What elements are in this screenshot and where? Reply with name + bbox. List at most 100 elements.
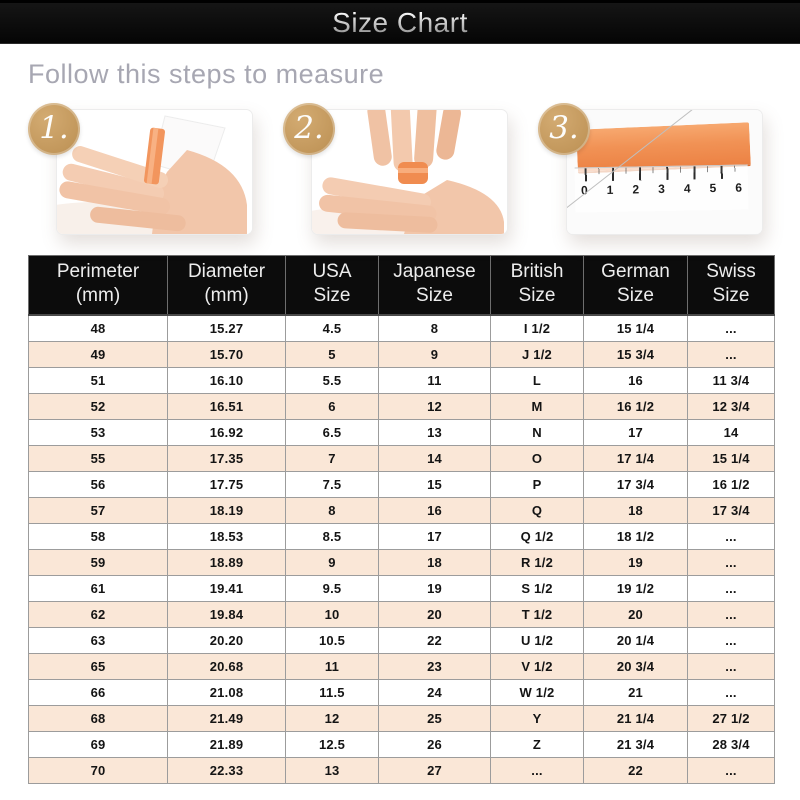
table-cell: 8 — [285, 496, 379, 524]
table-cell: 21 3/4 — [583, 730, 688, 758]
table-cell: ... — [687, 678, 775, 706]
table-cell: 70 — [28, 756, 168, 784]
step-1-photo — [56, 109, 253, 235]
table-cell: 20 — [583, 600, 688, 628]
column-header: USA Size — [285, 254, 379, 316]
column-header: Perimeter (mm) — [28, 254, 168, 316]
table-cell: 18 — [378, 548, 491, 576]
table-cell: ... — [687, 756, 775, 784]
column-header: Swiss Size — [687, 254, 775, 316]
ruler-number: 3 — [658, 181, 665, 197]
table-cell: 20.20 — [167, 626, 286, 654]
table-cell: N — [490, 418, 584, 446]
table-cell: 13 — [285, 756, 379, 784]
table-cell: 20 — [378, 600, 491, 628]
table-cell: 52 — [28, 392, 168, 420]
table-cell: 11 3/4 — [687, 366, 775, 394]
table-cell: Q — [490, 496, 584, 524]
table-cell: 10.5 — [285, 626, 379, 654]
table-cell: 11.5 — [285, 678, 379, 706]
header-row: Perimeter (mm) Diameter (mm) USA Size Japanese… — [28, 254, 775, 316]
table-cell: ... — [687, 548, 775, 576]
table-row: 65 20.68 11 23 V 1/2 20 3/4... — [28, 652, 775, 680]
table-row: 70 22.33 13 27... 22... — [28, 756, 775, 784]
table-cell: 61 — [28, 574, 168, 602]
mark-ribbon-illustration — [312, 110, 507, 234]
table-cell: ... — [687, 522, 775, 550]
table-cell: 17.35 — [167, 444, 286, 472]
table-cell: 12 3/4 — [687, 392, 775, 420]
table-cell: 9.5 — [285, 574, 379, 602]
table-cell: 15 3/4 — [583, 340, 688, 368]
table-cell: P — [490, 470, 584, 498]
table-cell: 66 — [28, 678, 168, 706]
step-1-badge: 1. — [28, 103, 80, 155]
table-cell: 59 — [28, 548, 168, 576]
table-cell: 6 — [285, 392, 379, 420]
table-cell: 16.10 — [167, 366, 286, 394]
table-cell: 5 — [285, 340, 379, 368]
table-cell: 15 1/4 — [687, 444, 775, 472]
table-cell: 7.5 — [285, 470, 379, 498]
page-title: Size Chart — [332, 7, 468, 38]
table-cell: 25 — [378, 704, 491, 732]
table-cell: 17 1/4 — [583, 444, 688, 472]
table-cell: U 1/2 — [490, 626, 584, 654]
size-table: Perimeter (mm) Diameter (mm) USA Size Japanese… — [28, 254, 775, 784]
table-cell: ... — [687, 314, 775, 342]
table-cell: 18.19 — [167, 496, 286, 524]
size-table-body: 48 15.27 4.5 8 I 1/2 15 1/4... 49 15.70 5 9 J 1/2 1… — [28, 314, 775, 784]
table-cell: S 1/2 — [490, 574, 584, 602]
table-row: 57 18.19 8 16 Q 18 17 3/4 — [28, 496, 775, 524]
table-cell: ... — [687, 652, 775, 680]
table-cell: 21.08 — [167, 678, 286, 706]
table-cell: 22 — [378, 626, 491, 654]
column-header: Diameter (mm) — [167, 254, 286, 316]
table-cell: 28 3/4 — [687, 730, 775, 758]
table-cell: L — [490, 366, 584, 394]
table-cell: 16 — [378, 496, 491, 524]
table-cell: 9 — [378, 340, 491, 368]
step-3-number: 3. — [549, 109, 579, 146]
table-cell: ... — [687, 574, 775, 602]
table-cell: 15 — [378, 470, 491, 498]
table-cell: 20 3/4 — [583, 652, 688, 680]
table-cell: 14 — [687, 418, 775, 446]
table-cell: ... — [490, 756, 584, 784]
table-cell: W 1/2 — [490, 678, 584, 706]
table-cell: 12 — [378, 392, 491, 420]
table-cell: 15.70 — [167, 340, 286, 368]
table-cell: 9 — [285, 548, 379, 576]
table-cell: 27 1/2 — [687, 704, 775, 732]
table-cell: 22 — [583, 756, 688, 784]
table-cell: 62 — [28, 600, 168, 628]
table-cell: ... — [687, 626, 775, 654]
table-cell: Z — [490, 730, 584, 758]
table-row: 48 15.27 4.5 8 I 1/2 15 1/4... — [28, 314, 775, 342]
table-cell: 57 — [28, 496, 168, 524]
step-2: 2. — [283, 101, 508, 241]
table-row: 69 21.89 12.5 26 Z 21 3/4 28 3/4 — [28, 730, 775, 758]
table-row: 63 20.20 10.5 22 U 1/2 20 1/4... — [28, 626, 775, 654]
table-cell: 19 — [378, 574, 491, 602]
table-cell: 19.84 — [167, 600, 286, 628]
table-cell: R 1/2 — [490, 548, 584, 576]
table-row: 62 19.84 10 20 T 1/2 20... — [28, 600, 775, 628]
table-cell: 20.68 — [167, 652, 286, 680]
table-cell: 58 — [28, 522, 168, 550]
table-cell: 11 — [285, 652, 379, 680]
table-cell: 26 — [378, 730, 491, 758]
table-cell: 21.89 — [167, 730, 286, 758]
table-cell: 10 — [285, 600, 379, 628]
table-cell: 18 — [583, 496, 688, 524]
table-cell: 19 — [583, 548, 688, 576]
step-1-number: 1. — [39, 109, 69, 146]
table-cell: ... — [687, 340, 775, 368]
table-cell: 21 1/4 — [583, 704, 688, 732]
measure-steps: 1. — [0, 89, 800, 241]
table-cell: 16.92 — [167, 418, 286, 446]
table-cell: 55 — [28, 444, 168, 472]
table-row: 61 19.41 9.5 19 S 1/2 19 1/2... — [28, 574, 775, 602]
table-cell: Q 1/2 — [490, 522, 584, 550]
